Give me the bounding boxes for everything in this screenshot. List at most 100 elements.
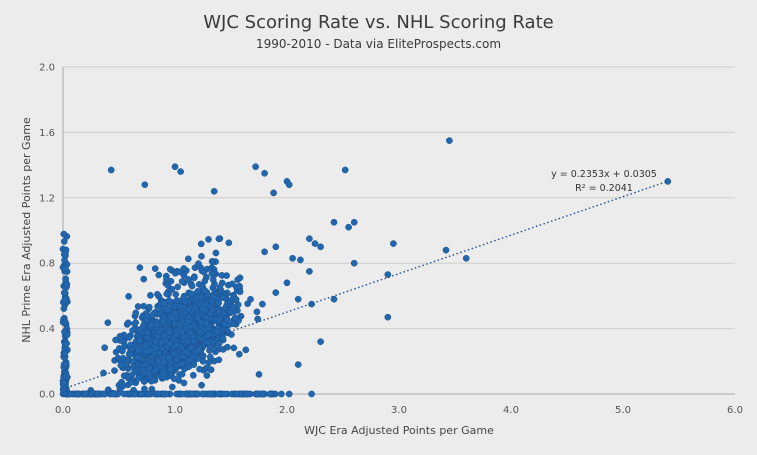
data-point <box>185 317 193 325</box>
data-point <box>266 390 274 398</box>
data-point <box>317 338 324 346</box>
data-point <box>168 314 176 322</box>
data-point <box>168 383 176 391</box>
data-point <box>187 290 195 298</box>
x-axis-label: WJC Era Adjusted Points per Game <box>304 424 494 437</box>
data-point <box>258 390 266 398</box>
data-point <box>183 348 190 355</box>
data-point <box>152 344 160 352</box>
data-point <box>253 308 261 316</box>
trendline-equation: y = 0.2353x + 0.0305 <box>551 169 657 180</box>
data-point <box>442 246 450 254</box>
data-point <box>60 305 68 312</box>
data-point <box>446 137 453 144</box>
data-point <box>101 344 109 352</box>
data-point <box>131 320 138 328</box>
data-point <box>63 280 71 288</box>
data-point <box>229 303 237 311</box>
data-point <box>172 341 180 349</box>
data-point <box>176 321 184 329</box>
data-point <box>162 390 169 398</box>
data-point <box>215 235 223 243</box>
data-point <box>236 288 244 296</box>
data-point <box>60 361 68 368</box>
data-point <box>384 271 392 278</box>
data-point <box>306 268 313 275</box>
trendline-r-squared: R² = 0.2041 <box>575 183 633 194</box>
data-point <box>186 356 194 364</box>
data-point <box>209 276 217 284</box>
y-tick-label: 0.4 <box>39 324 55 335</box>
data-point <box>230 344 238 352</box>
y-tick-label: 0.8 <box>39 259 55 270</box>
data-point <box>145 303 153 311</box>
data-point <box>135 374 142 382</box>
data-point <box>180 293 188 301</box>
data-point <box>167 366 174 373</box>
data-point <box>200 268 208 276</box>
data-point <box>297 256 304 264</box>
data-point <box>141 181 149 189</box>
data-point <box>201 287 209 294</box>
data-point <box>129 327 136 334</box>
data-point <box>154 333 161 340</box>
data-point <box>186 328 194 336</box>
data-point <box>161 337 169 344</box>
data-point <box>172 331 180 339</box>
data-point <box>285 181 293 189</box>
data-point <box>172 291 180 298</box>
data-point <box>60 289 68 297</box>
data-point <box>197 328 205 335</box>
data-point <box>194 288 202 295</box>
data-point <box>231 314 239 321</box>
data-point <box>206 353 214 361</box>
data-point <box>143 329 151 336</box>
data-point <box>132 309 140 317</box>
data-point <box>198 390 206 398</box>
data-point <box>350 259 358 267</box>
data-point <box>213 328 221 336</box>
data-point <box>62 275 69 283</box>
data-point <box>197 293 205 301</box>
data-point <box>61 318 69 326</box>
data-point <box>272 243 280 251</box>
data-point <box>390 240 397 247</box>
data-point <box>124 374 132 381</box>
data-point <box>73 390 81 398</box>
data-point <box>82 390 89 398</box>
data-point <box>664 178 672 185</box>
data-point <box>177 168 184 175</box>
x-tick-label: 0.0 <box>55 405 71 416</box>
data-point <box>131 390 139 398</box>
data-point <box>61 350 69 358</box>
data-point <box>180 379 188 387</box>
data-point <box>127 351 134 358</box>
data-point <box>294 295 302 303</box>
data-point <box>152 366 160 373</box>
data-point <box>201 277 209 285</box>
data-point <box>341 166 349 174</box>
data-point <box>142 342 149 349</box>
data-point <box>384 313 392 321</box>
gridlines <box>63 66 735 330</box>
data-point <box>252 163 259 171</box>
data-point <box>61 256 68 264</box>
chart-subtitle: 1990-2010 - Data via EliteProspects.com <box>256 37 501 51</box>
data-point <box>159 353 167 361</box>
data-point <box>185 306 193 313</box>
data-point <box>198 381 205 389</box>
data-point <box>178 360 185 368</box>
data-point <box>155 271 163 279</box>
data-point <box>261 169 268 177</box>
data-point <box>212 249 220 257</box>
data-point <box>188 282 196 290</box>
data-point <box>350 218 358 226</box>
data-point <box>208 270 216 278</box>
data-point <box>179 390 186 398</box>
data-point <box>190 274 198 282</box>
data-point <box>140 302 148 310</box>
data-point <box>306 235 313 243</box>
data-point <box>317 243 324 251</box>
data-point <box>236 274 244 282</box>
data-point <box>308 390 315 398</box>
